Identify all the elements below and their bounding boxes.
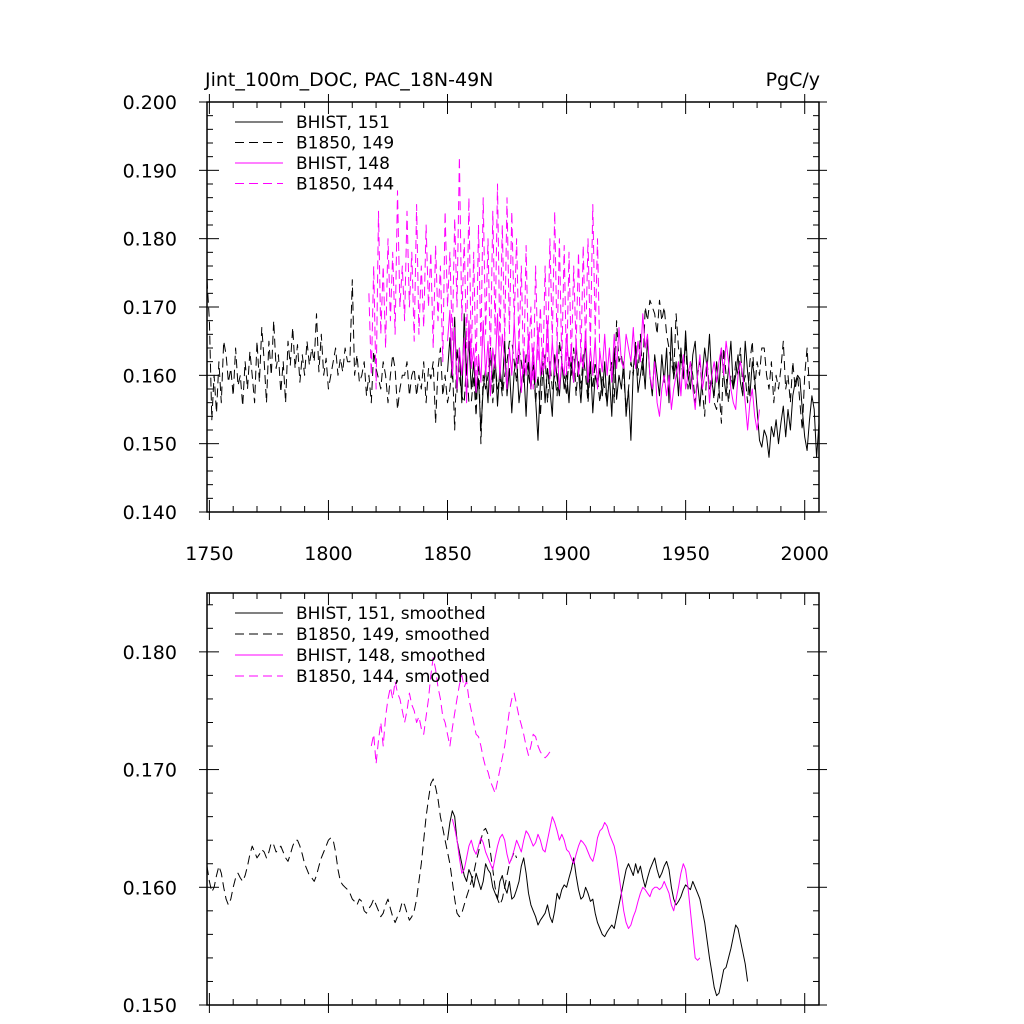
top-x-tick-label: 2000	[781, 543, 829, 565]
bottom-axis-ticks	[199, 593, 827, 1013]
top-series-line-4	[368, 156, 601, 390]
top-chart-units: PgC/y	[766, 69, 820, 91]
bottom-legend-label-1: BHIST, 151, smoothed	[296, 604, 486, 624]
top-panel: Jint_100m_DOC, PAC_18N-49N PgC/y 0.1400.…	[123, 69, 829, 565]
top-y-tick-labels: 0.140 0.150 0.160 0.170 0.180 0.190 0.200	[123, 92, 177, 524]
bottom-series-line-4	[370, 657, 551, 794]
bottom-plot-frame	[206, 592, 820, 1006]
bottom-y-tick-label: 0.180	[123, 642, 177, 664]
bottom-series-group	[206, 657, 749, 997]
bottom-series-line-2	[206, 778, 518, 924]
top-y-tick-label: 0.180	[123, 229, 177, 251]
bottom-panel: 0.150 0.160 0.170 0.180 BHIST, 151, smoothe…	[123, 592, 827, 1017]
top-x-tick-label: 1800	[304, 543, 352, 565]
top-x-tick-label: 1950	[661, 543, 709, 565]
bottom-legend-label-3: BHIST, 148, smoothed	[296, 646, 486, 666]
top-y-tick-label: 0.140	[123, 502, 177, 524]
bottom-y-tick-label: 0.150	[123, 995, 177, 1017]
top-chart-title: Jint_100m_DOC, PAC_18N-49N	[204, 69, 493, 91]
top-x-tick-label: 1750	[185, 543, 233, 565]
top-legend-label-4: B1850, 144	[296, 175, 394, 195]
top-x-tick-label: 1900	[542, 543, 590, 565]
bottom-legend-label-2: B1850, 149, smoothed	[296, 625, 490, 645]
top-y-tick-label: 0.190	[123, 160, 177, 182]
bottom-legend-label-4: B1850, 144, smoothed	[296, 667, 490, 687]
bottom-y-tick-label: 0.170	[123, 760, 177, 782]
top-y-tick-label: 0.200	[123, 92, 177, 114]
top-series-line-2	[206, 279, 810, 445]
top-y-tick-label: 0.160	[123, 365, 177, 387]
top-y-tick-label: 0.150	[123, 434, 177, 456]
bottom-y-tick-label: 0.160	[123, 877, 177, 899]
top-legend-label-1: BHIST, 151	[296, 113, 390, 133]
bottom-y-tick-labels: 0.150 0.160 0.170 0.180	[123, 642, 177, 1017]
top-legend-label-2: B1850, 149	[296, 134, 394, 154]
top-axis-ticks	[199, 94, 827, 520]
top-series-line-3	[447, 309, 760, 431]
top-x-tick-labels: 1750 1800 1850 1900 1950 2000	[185, 543, 829, 565]
bottom-series-line-3	[451, 816, 701, 961]
top-series-group	[206, 156, 820, 458]
top-legend-label-3: BHIST, 148	[296, 154, 390, 174]
top-x-tick-label: 1850	[423, 543, 471, 565]
top-y-tick-label: 0.170	[123, 297, 177, 319]
top-series-line-1	[447, 313, 820, 458]
